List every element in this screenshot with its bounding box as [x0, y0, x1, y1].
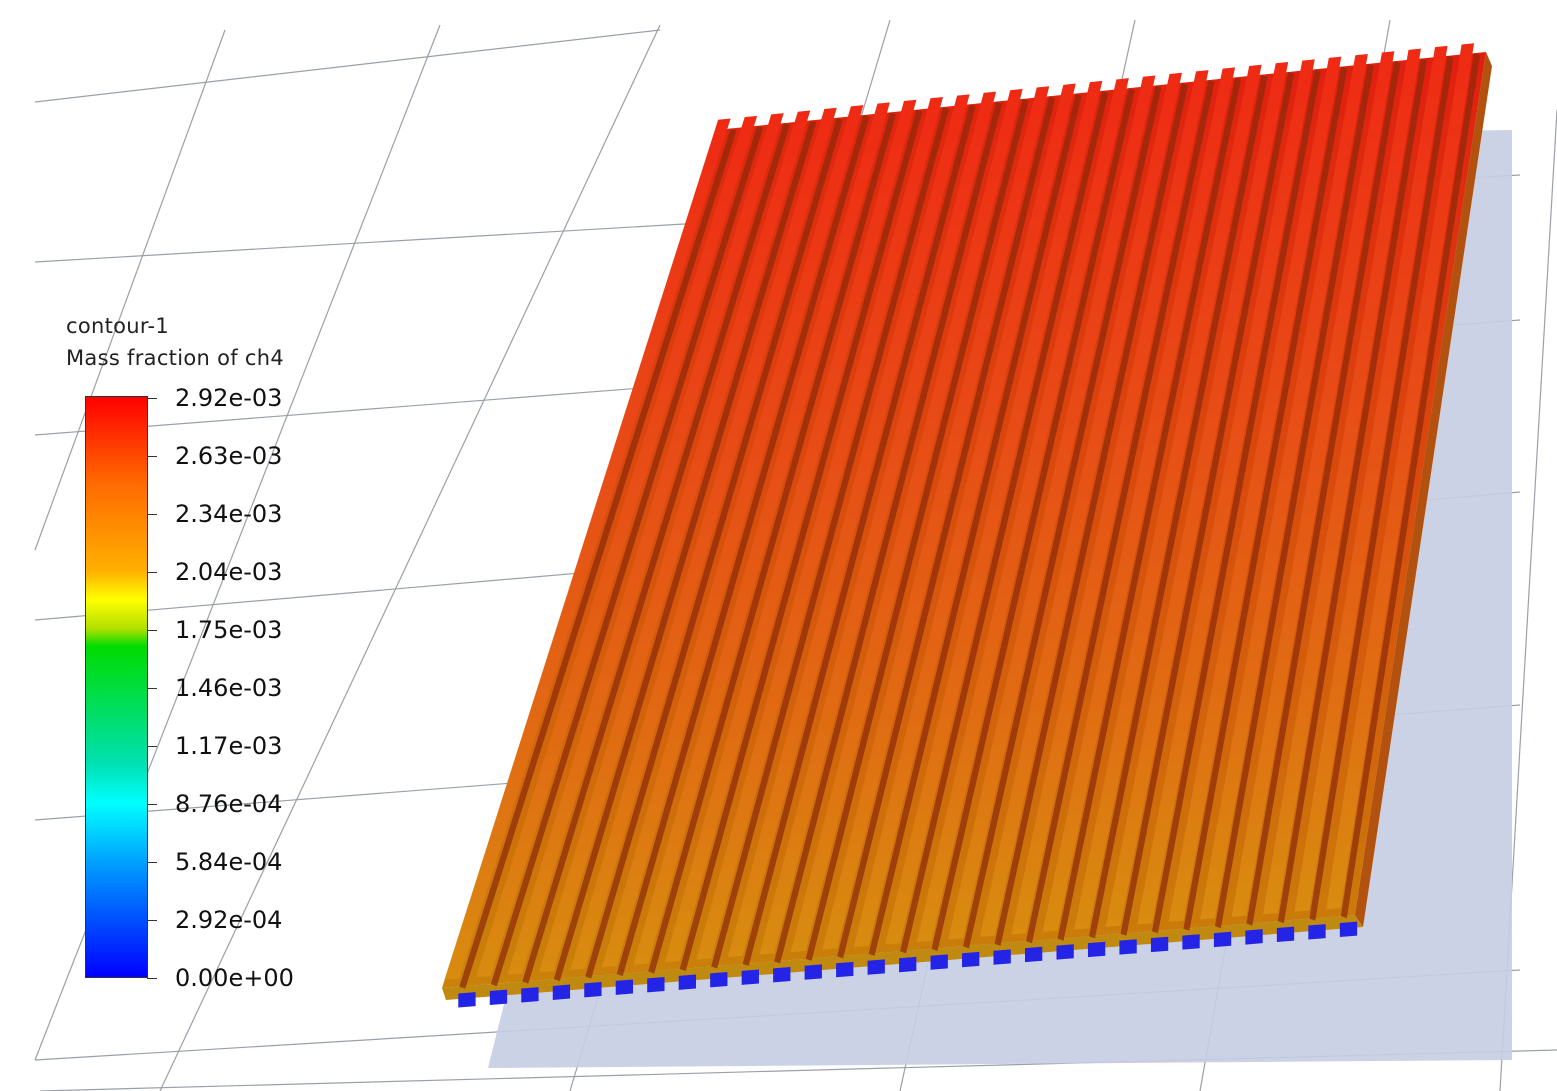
rib-side: [1120, 72, 1295, 936]
rib-side: [490, 125, 764, 987]
grid-line: [159, 24, 661, 1091]
rib-side: [1246, 61, 1401, 926]
rib-side: [522, 123, 790, 984]
rib-side: [1309, 55, 1454, 921]
rib-side: [1340, 53, 1481, 919]
rib-side: [837, 96, 1056, 959]
rib-side: [963, 85, 1162, 949]
rib-side: [1088, 74, 1268, 939]
plate-right-edge: [1355, 52, 1492, 927]
rib-top: [916, 78, 1129, 943]
inlet-channel-face: [1339, 921, 1358, 938]
plate-front-edge: [442, 915, 1363, 1000]
inlet-channel-face: [489, 989, 508, 1005]
inlet-channel-face: [552, 984, 571, 1000]
rib-top: [601, 105, 864, 968]
rib-top: [633, 102, 890, 965]
rib-side: [805, 98, 1029, 961]
rib-top: [759, 91, 997, 955]
grid-line: [34, 29, 661, 103]
rib-top: [507, 113, 784, 975]
inlet-channel-face: [867, 959, 885, 975]
grid-line: [34, 24, 441, 1061]
rib-top: [853, 83, 1076, 948]
inlet-channel-face: [647, 977, 665, 993]
rib-top: [727, 94, 970, 958]
rib-top: [570, 107, 837, 970]
rib-side: [1277, 58, 1427, 924]
inlet-channel-face: [993, 949, 1011, 965]
inlet-channel-face: [1024, 946, 1043, 963]
inlet-channel-face: [1119, 939, 1137, 955]
inlet-channel-face: [962, 951, 980, 968]
inlet-channel-face: [1182, 934, 1200, 950]
grid-line: [34, 29, 226, 551]
rib-side: [679, 109, 923, 971]
rib-top: [1105, 62, 1289, 927]
inlet-channel-face: [836, 961, 854, 978]
rib-top: [1011, 70, 1209, 935]
rib-side: [994, 82, 1188, 946]
inlet-channel-face: [521, 987, 539, 1003]
rib-side: [1214, 63, 1374, 929]
inlet-channel-face: [1308, 924, 1326, 940]
rib-top: [1200, 53, 1368, 920]
rib-side: [616, 115, 870, 977]
rib-top: [696, 97, 944, 960]
rib-top: [538, 110, 811, 973]
rib-top: [822, 86, 1050, 950]
inlet-channel-face: [930, 954, 948, 970]
rib-top: [1042, 67, 1236, 932]
inlet-channel-face: [458, 992, 476, 1008]
inlet-channel-face: [1150, 936, 1169, 953]
rib-side: [1151, 69, 1321, 934]
inlet-channel-face: [710, 971, 728, 988]
inlet-channel-face: [1087, 941, 1106, 958]
inlet-channel-face: [1213, 931, 1232, 948]
inlet-channel-face: [804, 964, 822, 980]
inlet-channel-face: [1245, 929, 1263, 945]
rib-top: [1074, 64, 1262, 930]
rib-top: [1263, 48, 1421, 915]
rib-side: [1183, 66, 1348, 931]
inlet-channel-face: [899, 956, 917, 973]
inlet-channel-face: [1276, 926, 1295, 943]
inlet-channel-face: [773, 966, 791, 983]
rib-top: [1326, 43, 1475, 910]
rib-top: [1294, 45, 1448, 912]
rib-side: [742, 104, 976, 966]
rib-side: [553, 120, 817, 982]
inlet-channel-face: [584, 982, 602, 998]
rib-side: [868, 93, 1082, 956]
rib-side: [711, 107, 950, 969]
rib-side: [774, 101, 1003, 964]
rib-side: [459, 128, 737, 989]
rib-top: [476, 115, 758, 978]
rib-side: [648, 112, 896, 974]
rib-top: [1231, 51, 1395, 917]
rib-top: [885, 80, 1103, 945]
inlet-channel-face: [1056, 944, 1074, 960]
rib-top: [1168, 56, 1342, 922]
rib-top: [664, 99, 917, 963]
rib-top: [979, 72, 1182, 938]
rib-side: [1057, 77, 1242, 941]
rib-top: [790, 88, 1023, 953]
rib-side: [931, 88, 1135, 951]
inlet-channel-face: [615, 979, 634, 995]
channel-plate-model[interactable]: [442, 43, 1492, 1008]
inlet-channel-face: [741, 969, 759, 985]
rib-side: [1026, 80, 1215, 944]
rib-side: [585, 117, 843, 979]
rib-side: [900, 90, 1109, 954]
rib-top: [948, 75, 1156, 940]
rib-top: [444, 118, 731, 980]
rib-top: [1137, 59, 1315, 925]
inlet-channel-face: [678, 974, 696, 990]
